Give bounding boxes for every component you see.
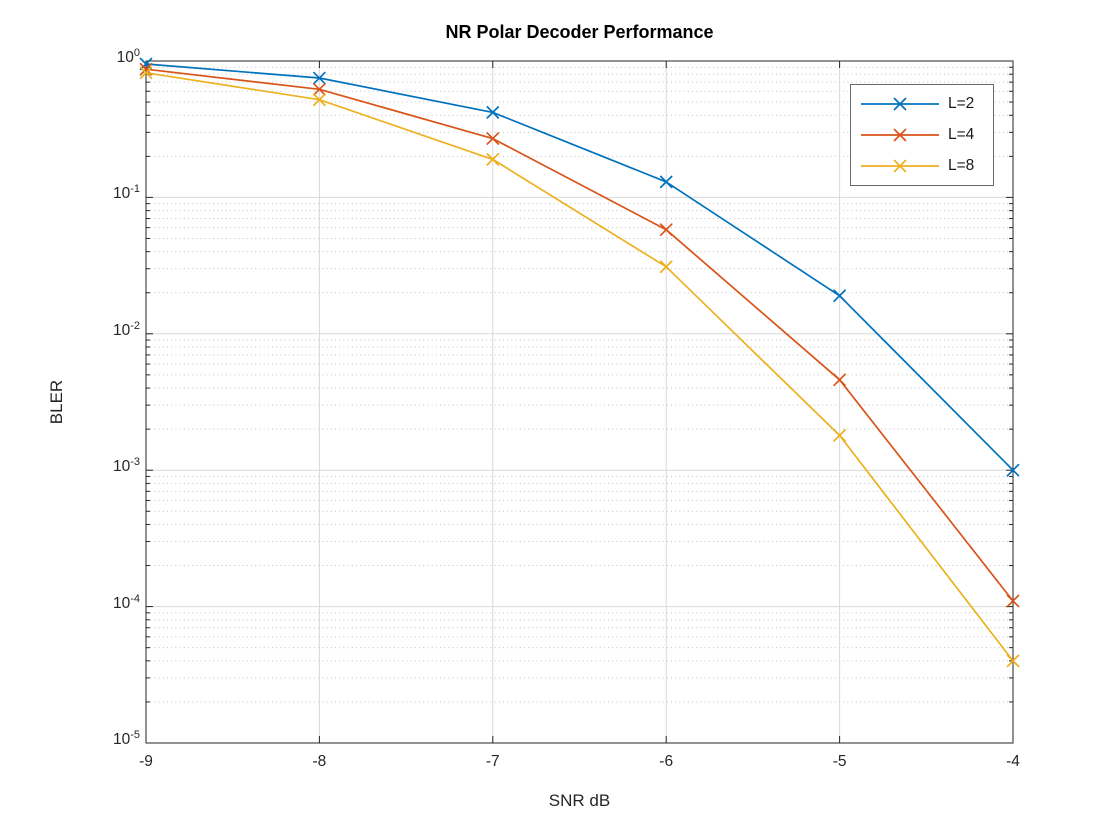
axes-frame [145, 60, 1014, 744]
legend-entry-L=4: L=4 [859, 125, 993, 145]
series-line-L=2 [145, 63, 1014, 471]
x-axis-label: SNR dB [548, 791, 611, 810]
marker-x-L=2 [486, 106, 500, 119]
legend-entry-L=8: L=8 [859, 156, 993, 176]
marker-x-L=2 [833, 289, 846, 303]
marker-x-L=2 [659, 175, 673, 189]
legend-line-sample-L=2 [861, 97, 939, 111]
x-tick-label: -7 [485, 753, 500, 770]
marker-x-L=2 [1006, 463, 1020, 477]
x-tick-label: -6 [659, 753, 674, 770]
series-line-L=8 [145, 71, 1014, 662]
marker-x-L=4 [313, 82, 326, 96]
y-axis-label: BLER [47, 379, 66, 425]
marker-x-L=4 [486, 132, 500, 145]
marker-x-L=2 [313, 71, 326, 85]
legend-marker-x [893, 159, 907, 172]
marker-x-L=8 [139, 66, 153, 80]
marker-x-L=8 [659, 260, 673, 274]
legend-label: L=8 [948, 156, 975, 174]
marker-x-L=8 [1006, 654, 1020, 668]
legend-line-sample-L=4 [861, 128, 939, 142]
y-tick-label: 10-2 [112, 319, 140, 339]
y-tick-label: 100 [116, 47, 140, 66]
y-tick-label: 10-3 [112, 456, 140, 476]
marker-x-L=4 [833, 373, 846, 387]
x-tick-label: -5 [832, 753, 847, 770]
y-tick-label: 10-5 [112, 729, 140, 748]
marker-x-L=8 [313, 93, 326, 107]
legend-label: L=4 [948, 125, 975, 143]
marker-x-L=4 [659, 223, 673, 237]
legend-label: L=2 [948, 95, 975, 113]
marker-x-L=8 [486, 153, 500, 166]
marker-x-L=2 [139, 57, 153, 71]
legend-marker-x [893, 97, 907, 111]
x-tick-label: -8 [312, 753, 327, 770]
series-line-L=4 [145, 68, 1014, 602]
chart-title: NR Polar Decoder Performance [445, 22, 714, 42]
y-tick-label: 10-4 [112, 592, 140, 612]
x-tick-label: -9 [139, 753, 153, 770]
y-tick-label: 10-1 [112, 183, 140, 203]
legend-marker-x [893, 128, 907, 142]
legend-entry-L=2: L=2 [859, 94, 993, 114]
legend-line-sample-L=8 [861, 159, 939, 172]
marker-x-L=8 [833, 429, 846, 442]
x-tick-label: -4 [1006, 753, 1020, 770]
marker-x-L=4 [1006, 594, 1020, 608]
legend: L=2 L=4 L=8 [850, 84, 994, 186]
